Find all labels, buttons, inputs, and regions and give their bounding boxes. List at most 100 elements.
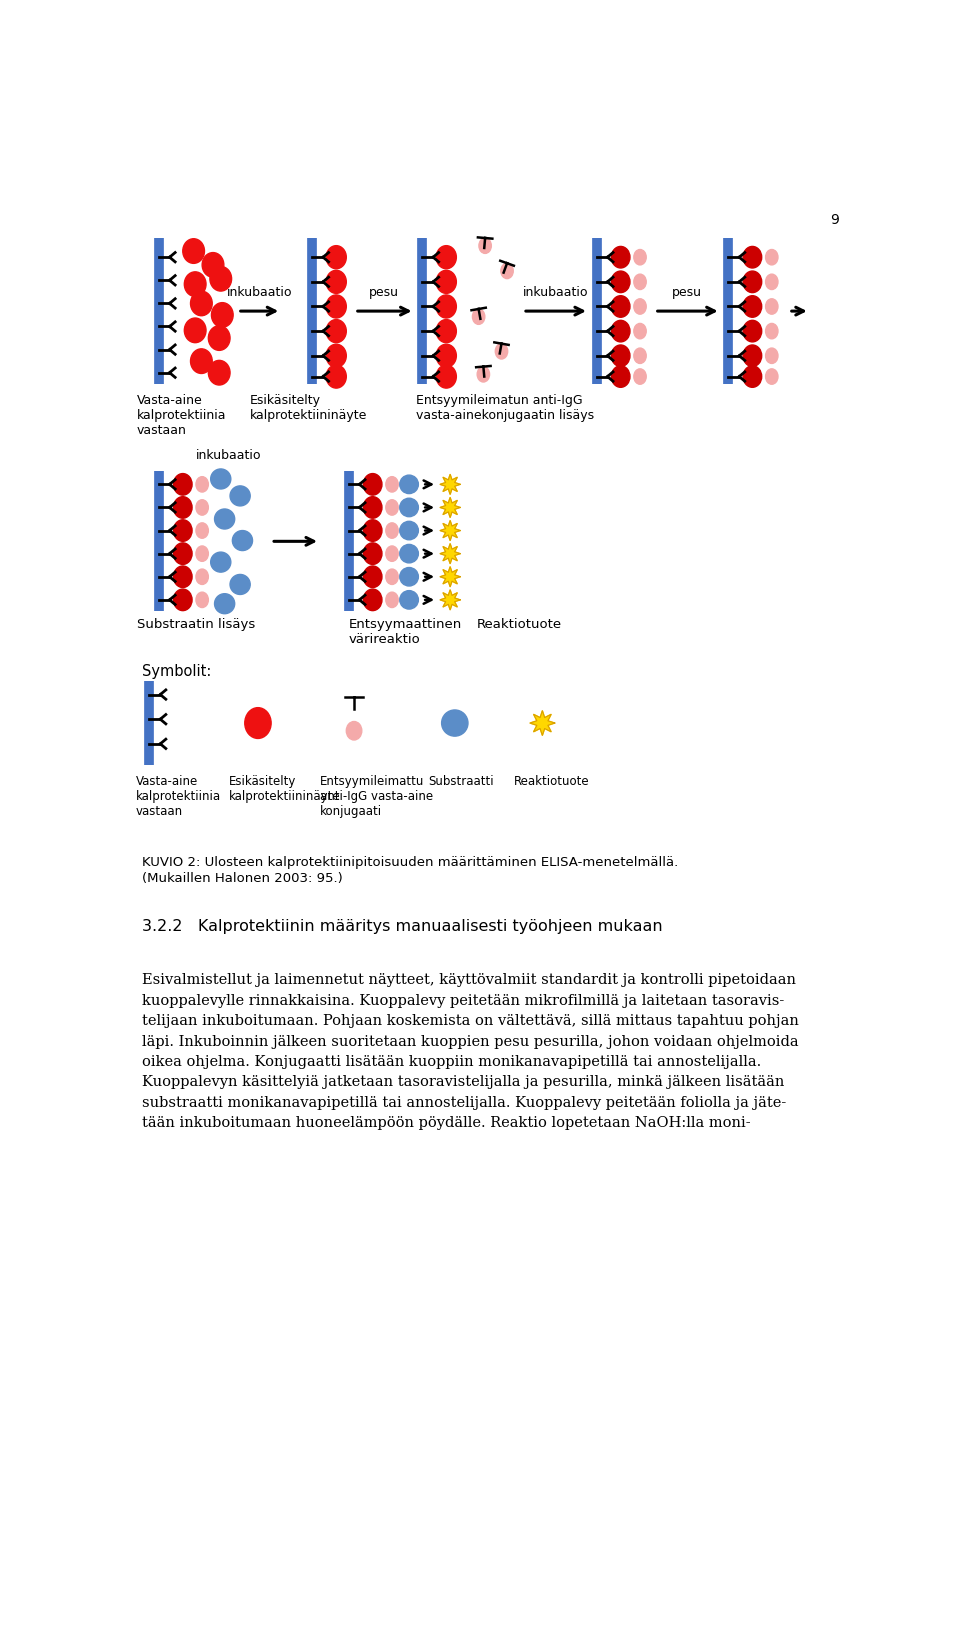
Ellipse shape: [436, 319, 456, 342]
Ellipse shape: [208, 360, 230, 385]
Ellipse shape: [386, 476, 398, 492]
Text: inkubaatio: inkubaatio: [227, 285, 292, 298]
Text: (Mukaillen Halonen 2003: 95.): (Mukaillen Halonen 2003: 95.): [142, 872, 343, 885]
Text: pesu: pesu: [370, 285, 399, 298]
Text: Reaktiotuote: Reaktiotuote: [514, 774, 589, 787]
Ellipse shape: [326, 344, 347, 367]
Ellipse shape: [386, 592, 398, 608]
Ellipse shape: [182, 238, 204, 264]
Ellipse shape: [612, 321, 630, 342]
Ellipse shape: [743, 346, 761, 367]
Polygon shape: [440, 497, 460, 517]
Text: tään inkuboitumaan huoneelämpöön pöydälle. Reaktio lopetetaan NaOH:lla moni-: tään inkuboitumaan huoneelämpöön pöydäll…: [142, 1117, 751, 1130]
Ellipse shape: [472, 310, 485, 324]
Text: Entsyymileimattu
anti-IgG vasta-aine
konjugaati: Entsyymileimattu anti-IgG vasta-aine kon…: [320, 774, 433, 818]
Ellipse shape: [612, 365, 630, 388]
Polygon shape: [440, 567, 460, 587]
Ellipse shape: [612, 346, 630, 367]
Text: inkubaatio: inkubaatio: [196, 448, 261, 461]
Ellipse shape: [363, 520, 382, 541]
Ellipse shape: [479, 238, 492, 253]
Circle shape: [399, 522, 419, 540]
Ellipse shape: [477, 367, 490, 381]
Ellipse shape: [196, 546, 208, 561]
Ellipse shape: [326, 246, 347, 269]
Text: Vasta-aine
kalprotektiinia
vastaan: Vasta-aine kalprotektiinia vastaan: [135, 774, 221, 818]
Ellipse shape: [765, 368, 778, 385]
Circle shape: [399, 544, 419, 562]
Ellipse shape: [196, 500, 208, 515]
Ellipse shape: [347, 722, 362, 740]
Ellipse shape: [436, 246, 456, 269]
Text: kuoppalevylle rinnakkaisina. Kuoppalevy peitetään mikrofilmillä ja laitetaan tas: kuoppalevylle rinnakkaisina. Kuoppalevy …: [142, 994, 784, 1007]
Ellipse shape: [743, 271, 761, 293]
Ellipse shape: [210, 266, 231, 292]
Ellipse shape: [612, 295, 630, 318]
Ellipse shape: [765, 274, 778, 290]
Ellipse shape: [436, 365, 456, 388]
Text: substraatti monikanavapipetillä tai annostelijalla. Kuoppalevy peitetään folioll: substraatti monikanavapipetillä tai anno…: [142, 1095, 786, 1110]
Ellipse shape: [363, 588, 382, 611]
Polygon shape: [530, 711, 555, 735]
Text: Esikäsitelty
kalprotektiininäyte: Esikäsitelty kalprotektiininäyte: [250, 394, 367, 422]
Text: Entsyymileimatun anti-IgG
vasta-ainekonjugaatin lisäys: Entsyymileimatun anti-IgG vasta-ainekonj…: [416, 394, 594, 422]
Ellipse shape: [386, 569, 398, 585]
Ellipse shape: [765, 298, 778, 315]
Text: KUVIO 2: Ulosteen kalprotektiinipitoisuuden määrittäminen ELISA-menetelmällä.: KUVIO 2: Ulosteen kalprotektiinipitoisuu…: [142, 856, 678, 869]
Ellipse shape: [386, 523, 398, 538]
Ellipse shape: [765, 349, 778, 363]
Ellipse shape: [765, 323, 778, 339]
Text: Symbolit:: Symbolit:: [142, 663, 211, 678]
Ellipse shape: [245, 707, 271, 738]
Circle shape: [230, 486, 251, 505]
Text: Substraatti: Substraatti: [428, 774, 494, 787]
Text: Reaktiotuote: Reaktiotuote: [476, 618, 562, 631]
Circle shape: [210, 553, 230, 572]
Ellipse shape: [203, 253, 224, 277]
Circle shape: [399, 499, 419, 517]
Ellipse shape: [612, 246, 630, 267]
Ellipse shape: [501, 262, 514, 279]
Ellipse shape: [436, 295, 456, 318]
Ellipse shape: [208, 326, 230, 350]
Ellipse shape: [196, 569, 208, 585]
Text: oikea ohjelma. Konjugaatti lisätään kuoppiin monikanavapipetillä tai annostelija: oikea ohjelma. Konjugaatti lisätään kuop…: [142, 1055, 761, 1069]
Text: 9: 9: [830, 212, 839, 227]
Ellipse shape: [634, 274, 646, 290]
Ellipse shape: [174, 497, 192, 518]
Circle shape: [214, 509, 234, 530]
Ellipse shape: [436, 271, 456, 293]
Ellipse shape: [634, 249, 646, 266]
Ellipse shape: [196, 592, 208, 608]
Ellipse shape: [386, 500, 398, 515]
Ellipse shape: [190, 292, 212, 316]
Ellipse shape: [363, 543, 382, 564]
Ellipse shape: [363, 497, 382, 518]
Ellipse shape: [765, 249, 778, 266]
Ellipse shape: [174, 566, 192, 587]
Circle shape: [230, 574, 251, 595]
Ellipse shape: [743, 365, 761, 388]
Ellipse shape: [326, 319, 347, 342]
Text: Vasta-aine
kalprotektiinia
vastaan: Vasta-aine kalprotektiinia vastaan: [137, 394, 227, 437]
Ellipse shape: [184, 318, 206, 342]
Ellipse shape: [196, 476, 208, 492]
Ellipse shape: [363, 566, 382, 587]
Circle shape: [399, 590, 419, 610]
Text: Esivalmistellut ja laimennetut näytteet, käyttövalmiit standardit ja kontrolli p: Esivalmistellut ja laimennetut näytteet,…: [142, 973, 796, 988]
Ellipse shape: [495, 344, 508, 359]
Text: läpi. Inkuboinnin jälkeen suoritetaan kuoppien pesu pesurilla, johon voidaan ohj: läpi. Inkuboinnin jälkeen suoritetaan ku…: [142, 1035, 799, 1048]
Ellipse shape: [634, 323, 646, 339]
Ellipse shape: [326, 295, 347, 318]
Text: telijaan inkuboitumaan. Pohjaan koskemista on vältettävä, sillä mittaus tapahtuu: telijaan inkuboitumaan. Pohjaan koskemis…: [142, 1014, 799, 1029]
Ellipse shape: [211, 303, 233, 328]
Circle shape: [232, 530, 252, 551]
Polygon shape: [440, 590, 460, 610]
Text: pesu: pesu: [672, 285, 703, 298]
Ellipse shape: [743, 321, 761, 342]
Ellipse shape: [612, 271, 630, 293]
Ellipse shape: [174, 588, 192, 611]
Ellipse shape: [174, 520, 192, 541]
Ellipse shape: [174, 474, 192, 496]
Ellipse shape: [190, 349, 212, 373]
